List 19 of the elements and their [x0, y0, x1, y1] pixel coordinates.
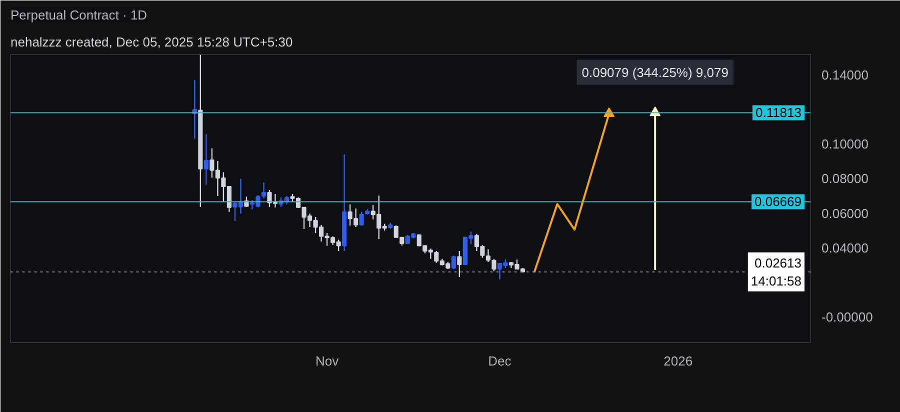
annotation: 0.09079 (344.25%) 9,079 [582, 64, 728, 80]
y-tick-label: 0.14000 [822, 67, 868, 82]
text: nehalzzz created, Dec 05, 2025 15:28 UTC+5:30 [10, 34, 293, 50]
y-tick-label: 0.04000 [822, 240, 868, 256]
y-tick-label: 0.06000 [822, 206, 868, 221]
y-tick-label: -0.00000 [822, 310, 873, 325]
ref-line-label: 0.02613 14:01:58 [750, 255, 802, 288]
ref-line-label: 0.11813 [755, 105, 802, 120]
x-tick-label: Dec [488, 354, 512, 368]
chart-title: Perpetual Contract · 1D [10, 8, 148, 22]
ref-line-label: 0.06669 [754, 194, 802, 210]
candlestick [457, 250, 462, 278]
x-tick-label: Nov [315, 354, 340, 368]
x-tick-label: 2026 [664, 354, 693, 368]
candlestick [359, 211, 364, 226]
y-tick-label: 0.10000 [822, 136, 868, 152]
candlestick [204, 133, 208, 186]
y-tick-label: 0.08000 [822, 171, 868, 186]
candlestick [451, 255, 456, 270]
